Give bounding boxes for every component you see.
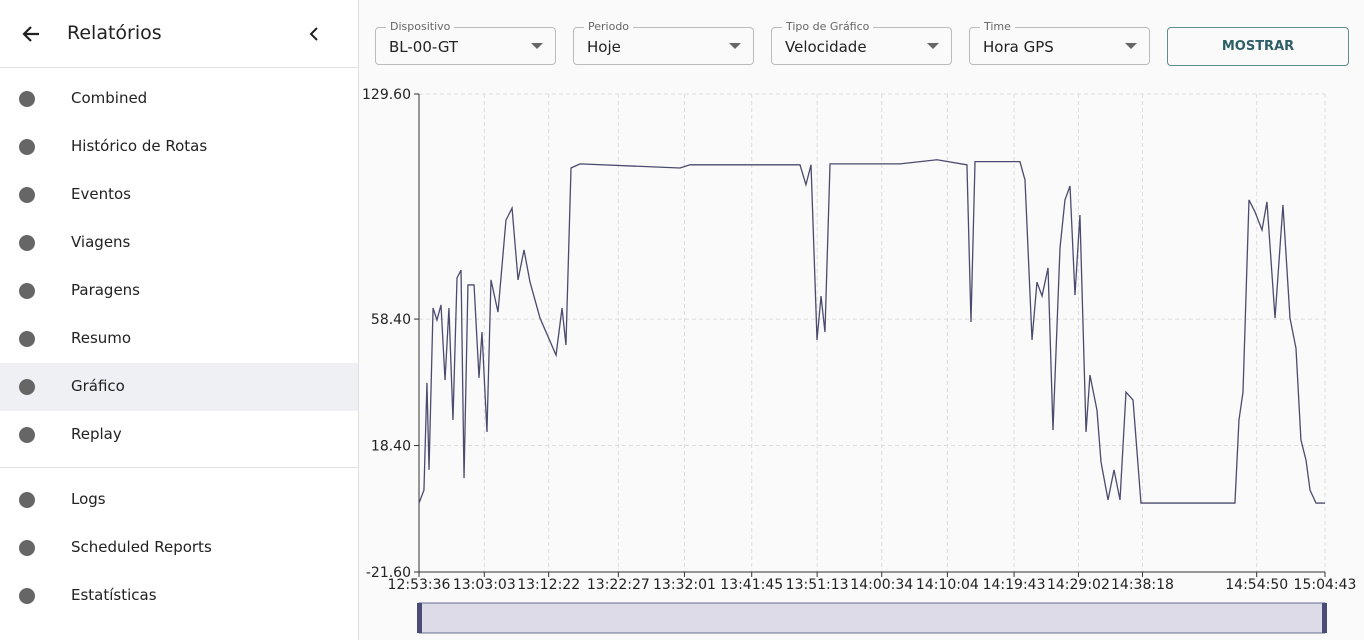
x-tick-label: 15:04:43: [1294, 577, 1357, 593]
menu-item[interactable]: Scheduled Reports: [0, 524, 358, 572]
select-field[interactable]: Tipo de Gráfico Velocidade: [771, 20, 952, 65]
x-tick-label: 13:22:27: [587, 577, 650, 593]
menu-icon: [19, 492, 35, 508]
menu-label: Replay: [71, 425, 122, 443]
y-tick-label: 58.40: [371, 312, 411, 328]
menu-item[interactable]: Histórico de Rotas: [0, 123, 358, 171]
dropdown-arrow: [531, 43, 543, 49]
menu-item[interactable]: Combined: [0, 75, 358, 123]
x-tick-label: 14:29:02: [1047, 577, 1110, 593]
x-tick-label: 13:12:22: [517, 577, 580, 593]
x-tick-label: 14:38:18: [1111, 577, 1174, 593]
x-tick-label: 14:00:34: [850, 577, 913, 593]
zoom-handle[interactable]: [1322, 603, 1327, 633]
x-tick-label: 13:41:45: [720, 577, 783, 593]
field-label: Time: [980, 20, 1015, 33]
field-label: Periodo: [584, 20, 634, 33]
x-tick-label: 13:32:01: [653, 577, 716, 593]
menu-label: Logs: [71, 490, 106, 508]
sidebar-header: Relatórios: [0, 0, 358, 68]
menu-label: Estatísticas: [71, 586, 157, 604]
select-field[interactable]: Periodo Hoje: [573, 20, 754, 65]
menu-icon: [19, 139, 35, 155]
divider: [0, 467, 358, 468]
menu-item[interactable]: Viagens: [0, 219, 358, 267]
menu-icon: [19, 91, 35, 107]
menu-icon: [19, 379, 35, 395]
x-tick-label: 13:51:13: [786, 577, 849, 593]
select-field[interactable]: Time Hora GPS: [969, 20, 1150, 65]
sidebar: Relatórios Combined Histórico de Rotas Eve…: [0, 0, 359, 640]
menu-item[interactable]: Replay: [0, 411, 358, 459]
menu-item[interactable]: Gráfico: [0, 363, 358, 411]
field-value: Hora GPS: [983, 38, 1054, 56]
sidebar-title: Relatórios: [67, 22, 162, 44]
menu-item[interactable]: Estatísticas: [0, 572, 358, 620]
menu-label: Gráfico: [71, 377, 125, 395]
field-label: Tipo de Gráfico: [782, 20, 874, 33]
x-tick-label: 12:53:36: [388, 577, 451, 593]
dropdown-arrow: [729, 43, 741, 49]
show-button[interactable]: MOSTRAR: [1167, 27, 1349, 66]
series-line: [418, 159, 1325, 504]
collapse-icon[interactable]: [308, 26, 320, 42]
menu-label: Scheduled Reports: [71, 538, 212, 556]
x-tick-label: 14:10:04: [916, 577, 979, 593]
menu-icon: [19, 187, 35, 203]
menu-icon: [19, 235, 35, 251]
menu-label: Paragens: [71, 281, 140, 299]
menu-item[interactable]: Logs: [0, 476, 358, 524]
menu-item[interactable]: Resumo: [0, 315, 358, 363]
menu-label: Combined: [71, 89, 148, 107]
menu-item[interactable]: Eventos: [0, 171, 358, 219]
menu-label: Viagens: [71, 233, 131, 251]
field-value: Velocidade: [785, 38, 867, 56]
menu-icon: [19, 427, 35, 443]
menu-icon: [19, 283, 35, 299]
dropdown-arrow: [927, 43, 939, 49]
select-field[interactable]: Dispositivo BL-00-GT: [375, 20, 556, 65]
menu-label: Eventos: [71, 185, 131, 203]
y-tick-label: 18.40: [371, 439, 411, 455]
zoom-slider: [418, 602, 1326, 634]
menu-icon: [19, 588, 35, 604]
x-tick-label: 14:54:50: [1225, 577, 1288, 593]
menu-label: Resumo: [71, 329, 132, 347]
dropdown-arrow: [1125, 43, 1137, 49]
y-tick-label: 129.60: [362, 87, 411, 103]
menu-label: Histórico de Rotas: [71, 137, 208, 155]
menu-icon: [19, 540, 35, 556]
x-tick-label: 14:19:43: [983, 577, 1046, 593]
y-tick-label: -21.60: [366, 565, 411, 581]
menu-item[interactable]: Paragens: [0, 267, 358, 315]
zoom-handle[interactable]: [417, 603, 422, 633]
back-icon[interactable]: [21, 24, 41, 44]
menu-icon: [19, 331, 35, 347]
field-value: BL-00-GT: [389, 38, 459, 56]
x-tick-label: 13:03:03: [453, 577, 516, 593]
field-label: Dispositivo: [386, 20, 455, 33]
field-value: Hoje: [587, 38, 621, 56]
